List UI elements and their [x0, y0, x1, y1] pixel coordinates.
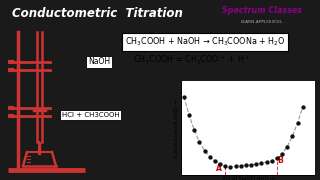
- Text: HCl + CH3COOH: HCl + CH3COOH: [62, 112, 120, 118]
- Point: [238, 164, 243, 167]
- Point: [259, 162, 264, 165]
- Point: [280, 152, 285, 155]
- Y-axis label: Conductance (mS) →: Conductance (mS) →: [174, 99, 180, 157]
- Point: [295, 121, 300, 124]
- Text: B: B: [277, 156, 283, 165]
- Point: [254, 163, 259, 166]
- Point: [207, 156, 212, 158]
- Text: A: A: [216, 164, 222, 173]
- Point: [212, 160, 218, 163]
- Point: [285, 145, 290, 148]
- Text: LEARN.APPLY.EXCEL: LEARN.APPLY.EXCEL: [240, 20, 283, 24]
- Point: [249, 163, 254, 166]
- Point: [181, 95, 187, 98]
- Point: [233, 165, 238, 168]
- Point: [223, 165, 228, 168]
- Point: [274, 157, 279, 159]
- Point: [290, 135, 295, 138]
- Point: [228, 165, 233, 168]
- Text: CH$_3$COOH = CH$_3$COO$^-$ + H$^+$: CH$_3$COOH = CH$_3$COO$^-$ + H$^+$: [133, 53, 251, 67]
- X-axis label: Vol of NaOH (ml) →: Vol of NaOH (ml) →: [222, 176, 274, 180]
- Text: Spectrum Classes: Spectrum Classes: [222, 6, 302, 15]
- Point: [244, 164, 249, 167]
- Point: [218, 163, 223, 166]
- Point: [300, 105, 305, 108]
- Point: [197, 141, 202, 144]
- Text: Conductometric  Titration: Conductometric Titration: [12, 7, 183, 21]
- Text: NaOH: NaOH: [88, 57, 110, 66]
- Text: CH$_3$COOH + NaOH → CH$_3$COONa + H$_2$O: CH$_3$COOH + NaOH → CH$_3$COONa + H$_2$O: [125, 36, 285, 48]
- Point: [187, 114, 192, 117]
- Point: [192, 129, 197, 131]
- Point: [202, 149, 207, 152]
- Point: [264, 161, 269, 164]
- Point: [269, 159, 274, 162]
